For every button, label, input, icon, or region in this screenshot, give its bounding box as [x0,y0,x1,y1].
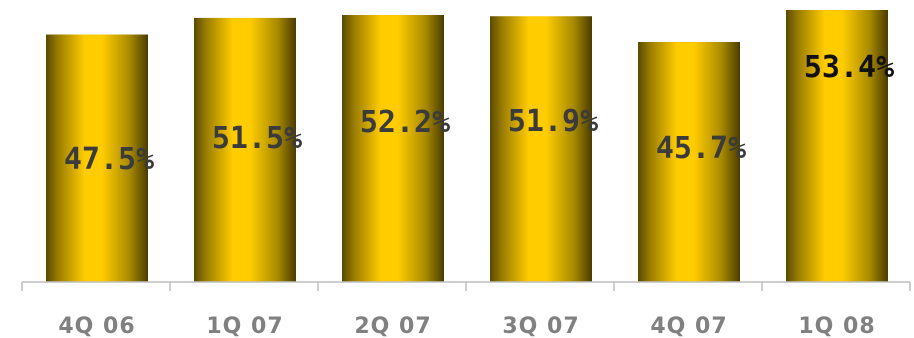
category-label: 3Q 07 [502,314,579,338]
value-labels: 47.5% 51.5% 52.2% 51.9% 45.7% 53.4% [64,50,894,177]
category-label: 1Q 08 [798,314,875,338]
category-label: 2Q 07 [354,314,431,338]
data-label: 53.4% [804,50,894,85]
data-label: 51.9% [508,104,598,139]
bars-layer [46,10,888,282]
category-label: 1Q 07 [206,314,283,338]
data-label: 47.5% [64,142,154,177]
data-label: 51.5% [212,121,302,156]
category-labels: 4Q 06 1Q 07 2Q 07 3Q 07 4Q 07 1Q 08 [58,314,875,338]
category-label: 4Q 07 [650,314,727,338]
bar-3q-07 [490,16,592,282]
category-label: 4Q 06 [58,314,135,338]
bar-2q-07 [342,15,444,282]
x-axis-ticks [22,282,910,291]
data-label: 52.2% [360,105,450,140]
data-label: 45.7% [656,131,746,166]
